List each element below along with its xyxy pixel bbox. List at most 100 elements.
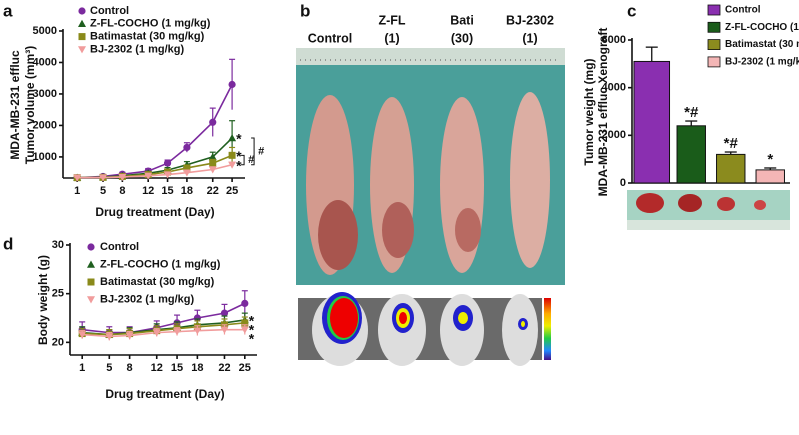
legend-label: Z-FL-COCHO (1 mg/kg) [90, 18, 211, 30]
y-tick-label: 0 [620, 177, 626, 189]
annotation: * [236, 131, 242, 147]
legend-marker [78, 19, 86, 27]
y-tick-label: 20 [52, 336, 64, 348]
annotation: * [236, 148, 242, 164]
series-line [82, 302, 246, 334]
marker [220, 326, 229, 334]
panel-letter: a [3, 1, 13, 20]
marker [240, 326, 249, 334]
y-tick-label: 30 [52, 239, 64, 251]
marker [228, 80, 236, 89]
series-line [77, 164, 233, 179]
legend-marker [78, 46, 86, 54]
legend-swatch [707, 56, 721, 68]
luminescence-image [298, 292, 551, 366]
annotation: # [258, 145, 264, 157]
x-tick-label: 1 [79, 362, 85, 374]
y-axis-label: MDA-MB-231 effluc [8, 50, 22, 160]
legend-swatch [707, 4, 721, 16]
annotation: * [767, 151, 773, 168]
marker [209, 159, 217, 167]
legend-marker [87, 296, 95, 304]
x-axis-label: Drug treatment (Day) [95, 205, 214, 219]
legend-swatch [707, 39, 721, 50]
legend-label: Z-FL-COCHO (1 mg/kg) [100, 258, 221, 270]
x-tick-label: 25 [226, 185, 238, 197]
legend-label: Z-FL-COCHO (1 mg/kg) [725, 22, 799, 33]
marker [152, 329, 161, 337]
y-tick-label: 3000 [33, 88, 57, 100]
legend-label: Batimastat (30 mg/kg) [100, 276, 215, 288]
legend-marker [78, 7, 86, 15]
y-tick-label: 25 [52, 288, 64, 300]
marker [78, 331, 87, 339]
marker [209, 118, 217, 126]
panel-letter: c [627, 1, 636, 20]
marker [208, 152, 217, 161]
marker [173, 328, 182, 336]
annotation: *# [724, 135, 739, 152]
legend-marker [87, 243, 95, 251]
x-tick-label: 22 [218, 362, 230, 374]
legend-label: BJ-2302 (1 mg/kg) [725, 57, 799, 68]
x-tick-label: 15 [171, 362, 183, 374]
annotation: * [249, 322, 255, 338]
series-line [82, 328, 245, 338]
y-axis-label: MDA-MB-231 effluc Xenograft [596, 28, 610, 197]
mouse-photo [296, 48, 565, 285]
bar [676, 125, 706, 184]
panel-letter: d [3, 234, 13, 253]
y-tick-label: 5000 [33, 25, 57, 37]
y-tick-label: 4000 [33, 56, 57, 68]
y-tick-label: 4000 [602, 82, 626, 94]
annotation: # [248, 154, 254, 166]
marker [183, 143, 191, 152]
marker [241, 299, 249, 308]
x-tick-label: 22 [207, 185, 219, 197]
significance-bracket [251, 137, 255, 166]
group-label: (1) [384, 31, 399, 45]
marker [144, 172, 153, 180]
legend-marker [87, 278, 95, 286]
legend-label: Control [90, 5, 129, 17]
legend-label: Batimastat (30 mg/kg) [725, 39, 799, 50]
marker [163, 159, 172, 167]
y-tick-label: 2000 [602, 129, 626, 141]
annotation: * [236, 157, 242, 173]
legend-label: Control [100, 241, 139, 253]
group-label: Z-FL [378, 13, 405, 27]
series-line [77, 137, 233, 179]
y-tick-label: 6000 [602, 34, 626, 46]
annotation: * [249, 313, 255, 329]
x-tick-label: 25 [239, 362, 251, 374]
tumor-photo [627, 190, 790, 230]
marker [228, 134, 237, 142]
panel-letter: b [300, 1, 310, 20]
y-tick-label: 2000 [33, 119, 57, 131]
x-tick-label: 12 [142, 185, 154, 197]
annotation: * [249, 331, 255, 347]
legend-marker [78, 33, 86, 41]
marker [241, 319, 249, 327]
marker [163, 171, 172, 179]
y-axis-label: Tumor weight (mg) [582, 58, 596, 165]
legend-label: BJ-2302 (1 mg/kg) [90, 43, 184, 55]
marker [183, 164, 191, 172]
x-tick-label: 5 [106, 362, 112, 374]
legend-label: Batimastat (30 mg/kg) [90, 31, 205, 43]
marker [228, 151, 236, 159]
bar [716, 153, 746, 184]
marker [118, 173, 127, 182]
annotation: *# [684, 104, 699, 121]
marker [105, 333, 114, 341]
group-label: Control [308, 31, 352, 45]
marker [73, 174, 82, 182]
group-label: BJ-2302 [506, 13, 554, 27]
x-tick-label: 18 [191, 362, 203, 374]
x-axis-label: Drug treatment (Day) [105, 387, 224, 401]
marker [125, 332, 134, 340]
x-tick-label: 8 [119, 185, 125, 197]
x-tick-label: 12 [151, 362, 163, 374]
bar [633, 60, 671, 184]
